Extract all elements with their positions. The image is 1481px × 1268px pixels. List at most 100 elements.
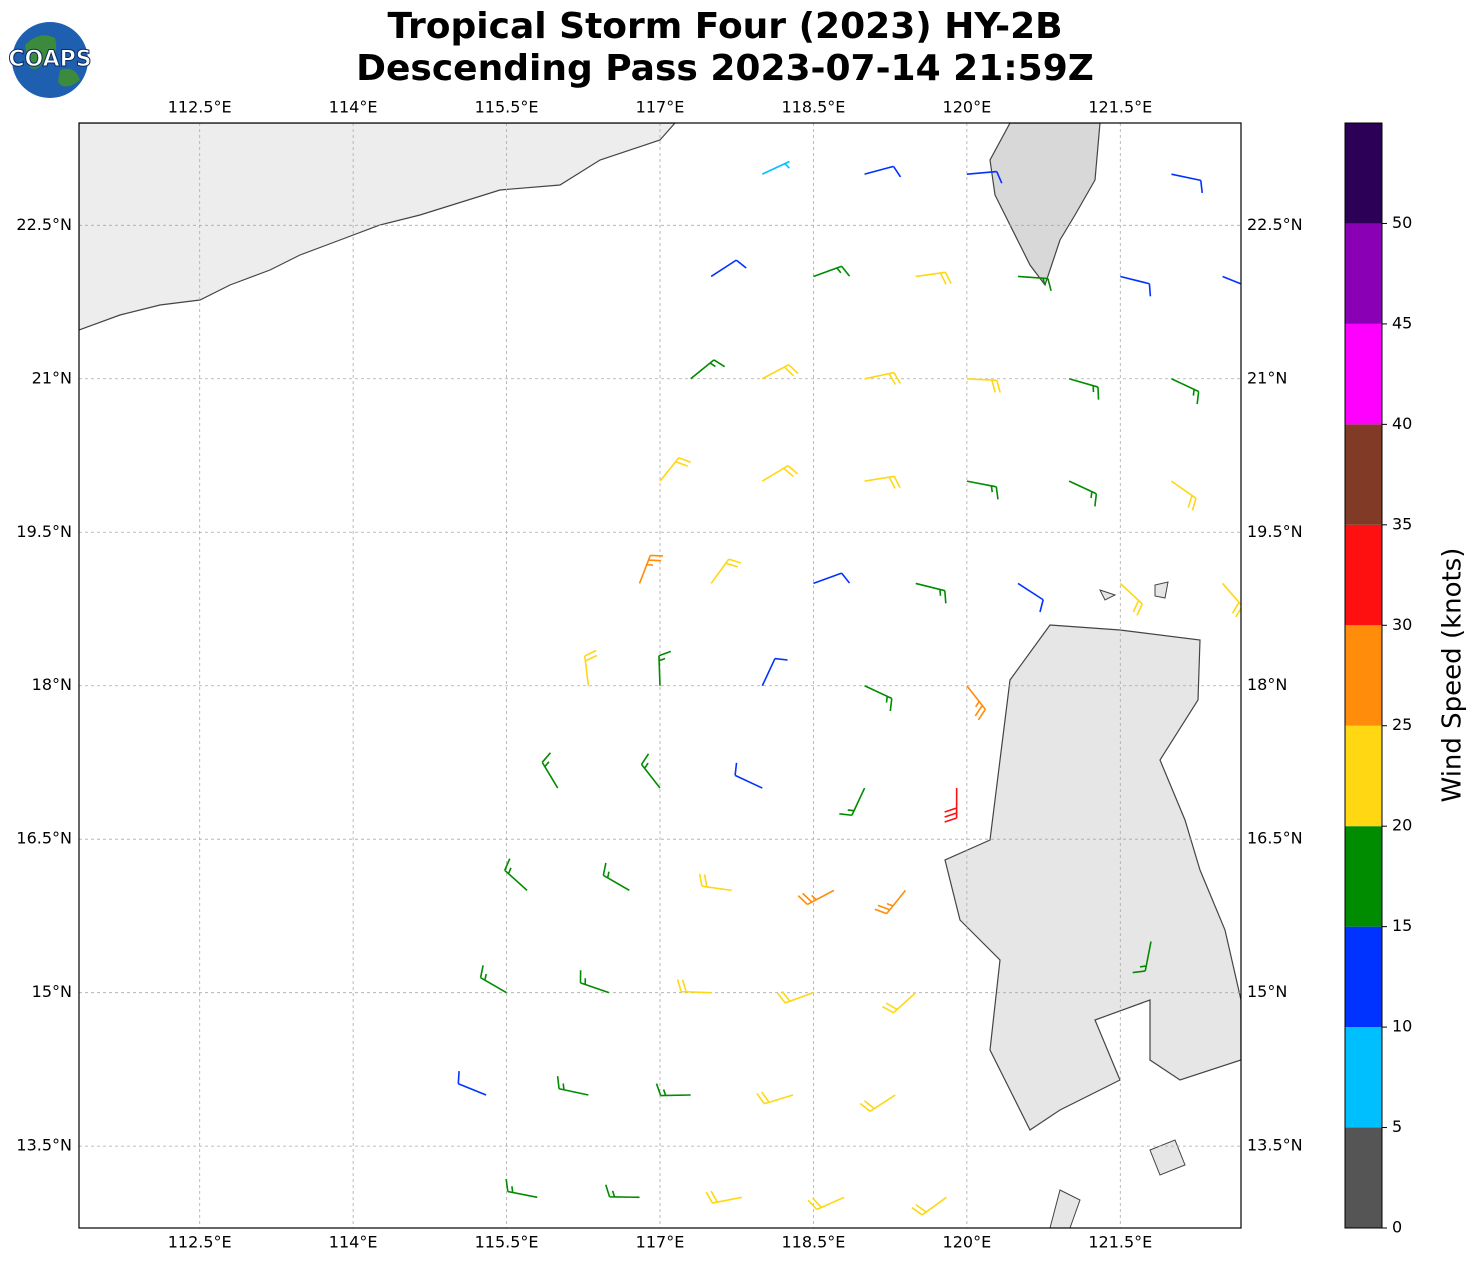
wind-barb	[1221, 582, 1241, 618]
lat-label-right: 15°N	[1247, 982, 1287, 1001]
subtitle: Descending Pass 2023-07-14 21:59Z	[356, 48, 1094, 89]
lat-label-left: 16.5°N	[16, 829, 72, 848]
wind-barb	[479, 965, 507, 994]
wind-barb	[859, 1094, 896, 1113]
lat-label-left: 19.5°N	[16, 522, 72, 541]
wind-barb	[659, 457, 692, 482]
wind-barb	[911, 1196, 947, 1216]
wind-barb	[1170, 480, 1197, 511]
colorbar-segment	[1345, 625, 1382, 726]
wind-barb	[556, 1076, 589, 1096]
wind-barb	[1119, 582, 1143, 616]
logo-text: COAPS	[8, 47, 91, 72]
islands	[1049, 581, 1186, 1228]
lon-label-bottom: 121.5°E	[1088, 1233, 1152, 1252]
wind-barb	[915, 271, 952, 285]
lat-label-right: 13.5°N	[1247, 1136, 1303, 1155]
wind-barb	[710, 259, 747, 278]
wind-barb	[874, 889, 907, 915]
colorbar-segment	[1345, 725, 1382, 827]
title: Tropical Storm Four (2023) HY-2B	[387, 6, 1062, 47]
colorbar-frame	[1344, 122, 1383, 1229]
wind-barb	[698, 873, 732, 892]
wind-barb	[1017, 275, 1052, 292]
colorbar-tick-label: 5	[1392, 1117, 1402, 1136]
wind-barb	[655, 1083, 691, 1097]
wind-barb	[761, 657, 788, 687]
colorbar-tick-label: 30	[1392, 615, 1412, 634]
wind-barb	[604, 1184, 640, 1199]
colorbar-tick-label: 25	[1392, 715, 1412, 734]
colorbar-segment	[1345, 1027, 1382, 1128]
colorbar-tick-label: 10	[1392, 1017, 1412, 1036]
lon-label-top: 121.5°E	[1088, 98, 1152, 117]
lat-label-left: 22.5°N	[16, 215, 72, 234]
colorbar-segment	[1345, 524, 1382, 626]
lat-label-right: 16.5°N	[1247, 829, 1303, 848]
wind-barb	[839, 787, 866, 817]
wind-barb	[797, 889, 835, 906]
wind-barb	[503, 858, 528, 891]
wind-barb	[1132, 941, 1152, 974]
lon-label-bottom: 117°E	[636, 1233, 685, 1252]
lon-label-top: 115.5°E	[475, 98, 539, 117]
lon-label-top: 118.5°E	[781, 98, 845, 117]
lat-label-left: 13.5°N	[16, 1136, 72, 1155]
lon-label-bottom: 112.5°E	[168, 1233, 232, 1252]
colorbar-tick-label: 40	[1392, 414, 1412, 433]
wind-barb	[864, 371, 902, 385]
wind-barb	[761, 363, 799, 380]
wind-barb	[864, 475, 901, 489]
wind-barb	[734, 762, 763, 789]
wind-barb	[1120, 275, 1152, 297]
wind-barb	[966, 685, 987, 721]
wind-barb	[579, 970, 610, 994]
colorbar-tick-label: 50	[1392, 213, 1412, 232]
wind-barb	[505, 1178, 538, 1199]
colorbar-segment	[1345, 926, 1382, 1028]
colorbar-segment	[1345, 323, 1382, 425]
wind-barb	[813, 265, 851, 278]
wind-barb	[864, 685, 893, 712]
colorbar-segment	[1345, 424, 1382, 525]
colorbar-segment	[1345, 223, 1382, 324]
lat-label-right: 21°N	[1247, 368, 1287, 387]
wind-barb	[1017, 582, 1044, 613]
lat-label-right: 19.5°N	[1247, 522, 1303, 541]
wind-barb	[882, 992, 917, 1014]
wind-barb	[457, 1071, 487, 1096]
wind-barb	[583, 649, 598, 686]
map-frame	[78, 122, 1242, 1229]
wind-barb	[944, 788, 958, 823]
wind-barbs	[457, 160, 1241, 1216]
colorbar-segment	[1345, 826, 1382, 927]
wind-barb	[1222, 275, 1241, 285]
wind-barb	[690, 359, 726, 380]
china-coast	[79, 123, 676, 331]
wind-barb	[761, 160, 790, 175]
lon-label-bottom: 118.5°E	[781, 1233, 845, 1252]
logo-land	[25, 35, 80, 87]
wind-barb	[966, 480, 999, 500]
wind-barb	[676, 979, 712, 994]
lat-label-right: 18°N	[1247, 675, 1287, 694]
wind-barb	[864, 165, 902, 178]
colorbar-tick-label: 0	[1392, 1218, 1402, 1237]
wind-barb	[658, 650, 672, 686]
wind-barb	[541, 752, 559, 789]
lon-label-bottom: 115.5°E	[475, 1233, 539, 1252]
lon-label-top: 120°E	[943, 98, 992, 117]
wind-barb	[710, 558, 742, 584]
colorbar-tick-label: 20	[1392, 816, 1412, 835]
wind-barb	[602, 862, 630, 892]
lat-label-left: 15°N	[32, 982, 72, 1001]
lat-label-left: 18°N	[32, 675, 72, 694]
wind-barb	[761, 464, 799, 482]
lon-label-top: 112.5°E	[168, 98, 232, 117]
wind-barb	[1171, 173, 1204, 194]
lat-label-right: 22.5°N	[1247, 215, 1303, 234]
lon-label-bottom: 120°E	[943, 1233, 992, 1252]
wind-barb	[966, 377, 1001, 393]
